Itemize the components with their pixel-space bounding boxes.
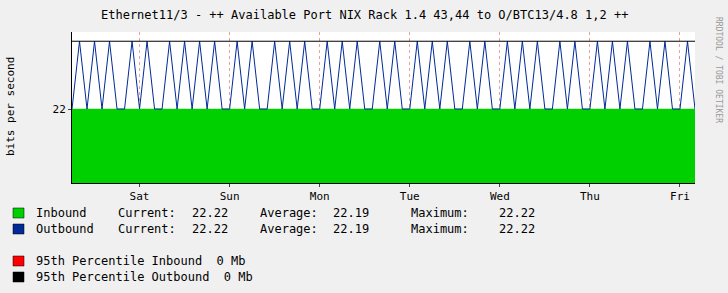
svg-text:22: 22 — [53, 103, 66, 116]
svg-text:Average:: Average: — [260, 222, 318, 236]
svg-text:22.22: 22.22 — [499, 222, 535, 236]
svg-text:Sun: Sun — [220, 190, 240, 203]
svg-text:Current:: Current: — [118, 206, 176, 220]
svg-text:Sat: Sat — [130, 190, 150, 203]
svg-text:22.22: 22.22 — [192, 206, 228, 220]
svg-text:Outbound: Outbound — [36, 222, 94, 236]
svg-text:Inbound: Inbound — [36, 206, 87, 220]
svg-text:Current:: Current: — [118, 222, 176, 236]
svg-text:Ethernet11/3 - ++ Available Po: Ethernet11/3 - ++ Available Port NIX Rac… — [101, 8, 628, 22]
svg-text:Fri: Fri — [670, 190, 690, 203]
svg-text:22.22: 22.22 — [499, 206, 535, 220]
svg-text:95th Percentile Outbound 0 Mb: 95th Percentile Outbound 0 Mb — [36, 270, 253, 284]
svg-text:Maximum:: Maximum: — [411, 222, 469, 236]
svg-text:22.22: 22.22 — [192, 222, 228, 236]
svg-text:bits per second: bits per second — [4, 57, 17, 156]
svg-text:22.19: 22.19 — [333, 206, 369, 220]
svg-text:95th Percentile Inbound 0 Mb: 95th Percentile Inbound 0 Mb — [36, 254, 246, 268]
svg-text:22.19: 22.19 — [333, 222, 369, 236]
svg-text:Wed: Wed — [490, 190, 510, 203]
svg-text:Maximum:: Maximum: — [411, 206, 469, 220]
svg-text:Tue: Tue — [400, 190, 420, 203]
svg-text:Thu: Thu — [580, 190, 600, 203]
svg-text:RRDTOOL / TOBI OETIKER: RRDTOOL / TOBI OETIKER — [714, 17, 723, 123]
svg-text:Average:: Average: — [260, 206, 318, 220]
svg-text:Mon: Mon — [310, 190, 330, 203]
